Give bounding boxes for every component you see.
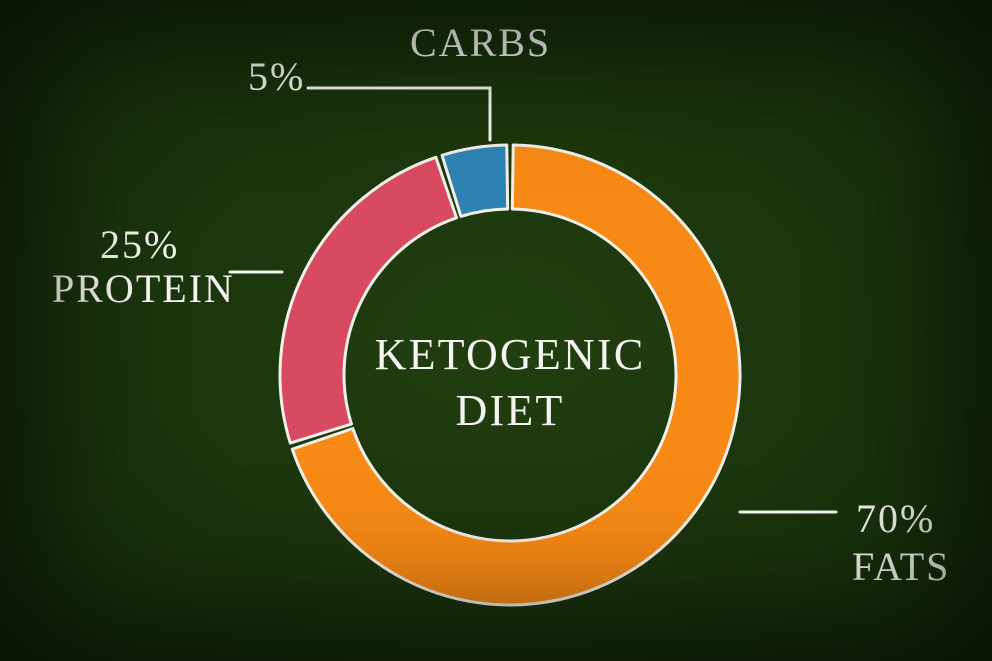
chart-center-title-line2: DIET — [456, 386, 565, 435]
callout-name-fats: FATS — [852, 544, 950, 589]
slice-protein — [280, 157, 457, 443]
callout-name-carbs: CARBS — [410, 20, 551, 65]
callout-name-protein: PROTEIN — [52, 266, 235, 311]
chart-center-title-line1: KETOGENIC — [375, 330, 646, 379]
keto-donut-chart: KETOGENIC DIET 5% CARBS 25% PROTEIN 70% … — [0, 0, 992, 661]
callout-pct-protein: 25% — [100, 222, 179, 267]
callout-pct-fats: 70% — [856, 496, 935, 541]
callout-line-carbs — [308, 88, 490, 140]
callout-pct-carbs: 5% — [248, 54, 305, 99]
